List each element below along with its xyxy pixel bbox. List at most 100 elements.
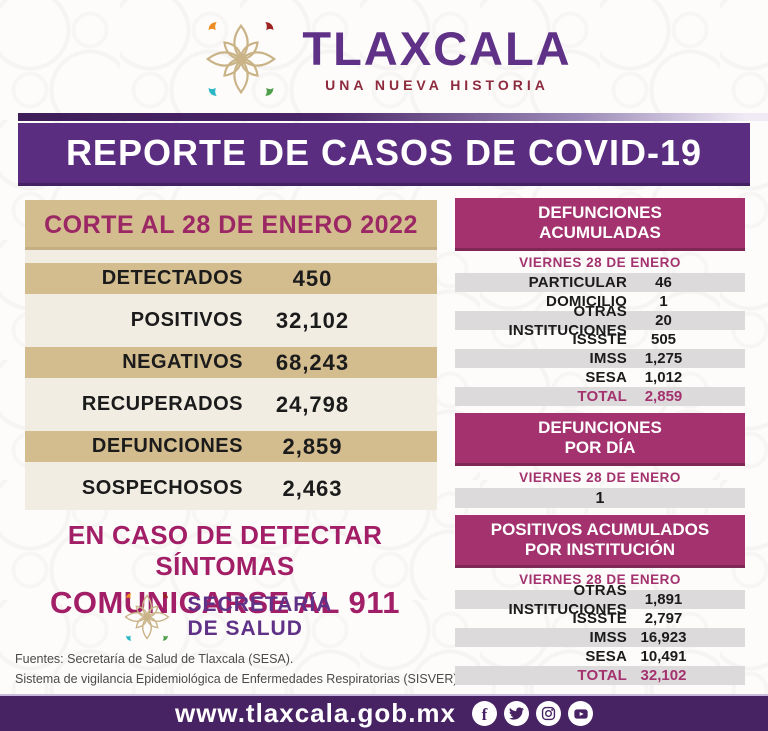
title-banner: REPORTE DE CASOS DE COVID-19	[18, 123, 750, 186]
section-title-line1: DEFUNCIONES	[538, 203, 662, 222]
notice-line2: COMUNICARSE AL 911	[49, 585, 401, 620]
table-row-total: TOTAL 2,859	[455, 387, 745, 406]
summary-panel-header: CORTE AL 28 DE ENERO 2022	[25, 200, 437, 250]
brand-name: TLAXCALA	[302, 22, 572, 75]
stat-value: 2,463	[282, 475, 343, 501]
footer-bar: www.tlaxcala.gob.mx f	[0, 694, 768, 731]
stat-label: POSITIVOS	[130, 309, 243, 331]
sources-line1: Fuentes: Secretaría de Salud de Tlaxcala…	[15, 652, 294, 666]
stat-row-sospechosos: SOSPECHOSOS 2,463	[25, 473, 437, 504]
table-row: ISSSTE 505	[455, 330, 745, 349]
row-label: IMSS	[589, 629, 627, 646]
section-title-line2: POR DÍA	[564, 438, 636, 457]
section-defunciones-acumuladas: DEFUNCIONES ACUMULADAS VIERNES 28 DE ENE…	[455, 198, 745, 406]
brand-header: TLAXCALA UNA NUEVA HISTORIA	[0, 14, 768, 104]
section-header: POSITIVOS ACUMULADOS POR INSTITUCIÓN	[455, 515, 745, 568]
table-row: OTRAS INSTITUCIONES 20	[455, 303, 745, 339]
section-date: VIERNES 28 DE ENERO	[519, 572, 681, 587]
row-value: 10,491	[640, 648, 687, 665]
stat-row-recuperados: RECUPERADOS 24,798	[25, 389, 437, 420]
tlaxcala-flower-icon	[206, 21, 276, 97]
section-date: VIERNES 28 DE ENERO	[519, 470, 681, 485]
stat-label: NEGATIVOS	[122, 351, 243, 373]
row-label: TOTAL	[577, 667, 627, 684]
stat-label: SOSPECHOSOS	[81, 477, 243, 499]
row-value: 1,891	[644, 591, 683, 608]
symptoms-notice: EN CASO DE DETECTAR SÍNTOMAS COMUNICARSE…	[10, 520, 440, 621]
table-row: PARTICULAR 46	[455, 273, 745, 292]
row-value: 2,859	[644, 388, 683, 405]
stat-value: 68,243	[275, 349, 350, 375]
table-row: ISSSTE 2,797	[455, 609, 745, 628]
table-row: IMSS 1,275	[455, 349, 745, 368]
facebook-glyph: f	[481, 704, 488, 724]
gradient-divider	[18, 113, 768, 121]
table-row: DOMICILIO 1	[455, 292, 745, 311]
detail-tables: DEFUNCIONES ACUMULADAS VIERNES 28 DE ENE…	[455, 198, 745, 692]
instagram-icon[interactable]	[536, 701, 561, 726]
summary-stats: DETECTADOS 450 POSITIVOS 32,102 NEGATIVO…	[25, 250, 437, 504]
brand-text: TLAXCALA UNA NUEVA HISTORIA	[302, 25, 571, 93]
table-row: SESA 10,491	[455, 647, 745, 666]
stat-label: DETECTADOS	[101, 267, 243, 289]
row-value: 46	[655, 274, 672, 291]
section-title-line2: POR INSTITUCIÓN	[524, 540, 676, 559]
row-label: ISSSTE	[572, 610, 627, 627]
stat-value: 32,102	[275, 307, 350, 333]
section-positivos-por-institucion: POSITIVOS ACUMULADOS POR INSTITUCIÓN VIE…	[455, 515, 745, 685]
row-value: 1,275	[644, 350, 683, 367]
row-label: TOTAL	[577, 388, 627, 405]
facebook-icon[interactable]: f	[472, 701, 497, 726]
section-title-line1: DEFUNCIONES	[538, 418, 662, 437]
stat-label: RECUPERADOS	[81, 393, 243, 415]
row-label: OTRAS INSTITUCIONES	[508, 581, 627, 618]
table-row-single: 1	[455, 488, 745, 508]
row-label: OTRAS INSTITUCIONES	[508, 302, 627, 339]
stat-row-detectados: DETECTADOS 450	[25, 263, 437, 294]
row-value: 1	[659, 293, 668, 310]
sources-note: Fuentes: Secretaría de Salud de Tlaxcala…	[15, 649, 485, 689]
row-value: 20	[655, 312, 672, 329]
secretaria-salud-logo: SECRETARÍA DE SALUD	[10, 588, 440, 646]
row-value: 1,012	[644, 369, 683, 386]
sources-line2: Sistema de vigilancia Epidemiológica de …	[15, 672, 462, 686]
table-row: SESA 1,012	[455, 368, 745, 387]
brand-tagline: UNA NUEVA HISTORIA	[325, 77, 549, 93]
row-label: DOMICILIO	[546, 293, 627, 310]
row-value: 32,102	[640, 667, 687, 684]
row-label: PARTICULAR	[528, 274, 627, 291]
stat-value: 24,798	[275, 391, 350, 417]
row-value: 505	[650, 331, 677, 348]
table-row: OTRAS INSTITUCIONES 1,891	[455, 582, 745, 618]
section-header: DEFUNCIONES ACUMULADAS	[455, 198, 745, 251]
section-date: VIERNES 28 DE ENERO	[519, 255, 681, 270]
row-label: IMSS	[589, 350, 627, 367]
row-label: SESA	[585, 369, 627, 386]
stat-row-positivos: POSITIVOS 32,102	[25, 305, 437, 336]
secretaria-salud-label: SECRETARÍA DE SALUD	[188, 593, 333, 641]
section-defunciones-por-dia: DEFUNCIONES POR DÍA VIERNES 28 DE ENERO …	[455, 413, 745, 508]
table-row: IMSS 16,923	[455, 628, 745, 647]
row-label: ISSSTE	[572, 331, 627, 348]
table-row-total: TOTAL 32,102	[455, 666, 745, 685]
social-links: f	[472, 701, 593, 726]
stat-value: 2,859	[282, 433, 343, 459]
salud-line1: SECRETARÍA	[187, 592, 333, 616]
twitter-icon[interactable]	[504, 701, 529, 726]
row-label: SESA	[585, 648, 627, 665]
stat-label: DEFUNCIONES	[91, 435, 243, 457]
salud-flower-icon	[124, 592, 169, 642]
stat-row-defunciones: DEFUNCIONES 2,859	[25, 431, 437, 462]
notice-line1: EN CASO DE DETECTAR SÍNTOMAS	[67, 520, 383, 581]
row-value: 2,797	[644, 610, 683, 627]
summary-panel: CORTE AL 28 DE ENERO 2022 DETECTADOS 450…	[25, 200, 437, 510]
stat-row-negativos: NEGATIVOS 68,243	[25, 347, 437, 378]
section-header: DEFUNCIONES POR DÍA	[455, 413, 745, 466]
stat-value: 450	[292, 265, 333, 291]
youtube-icon[interactable]	[568, 701, 593, 726]
website-link[interactable]: www.tlaxcala.gob.mx	[174, 698, 456, 728]
salud-line2: DE SALUD	[187, 617, 303, 640]
row-value: 16,923	[640, 629, 687, 646]
page-title: REPORTE DE CASOS DE COVID-19	[65, 132, 703, 173]
